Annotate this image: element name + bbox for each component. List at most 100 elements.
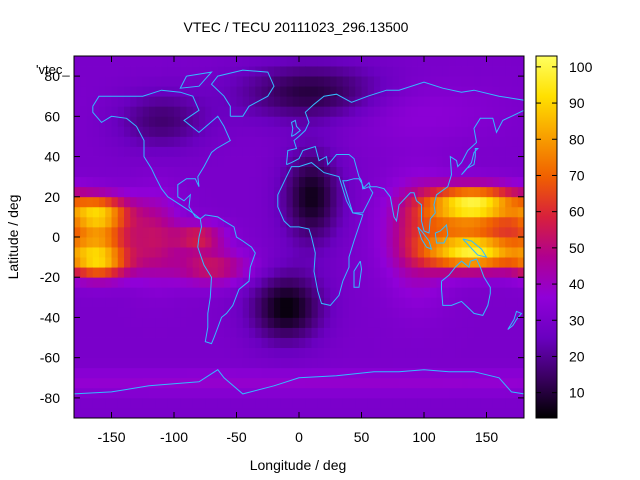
heatmap-cell [124, 317, 131, 328]
heatmap-cell [199, 297, 206, 308]
heatmap-cell [99, 257, 106, 268]
heatmap-cell [499, 387, 506, 399]
heatmap-cell [142, 176, 150, 188]
heatmap-cell [305, 226, 312, 238]
heatmap-cell [299, 126, 306, 137]
heatmap-cell [317, 106, 325, 117]
heatmap-cell [480, 387, 487, 399]
heatmap-cell [436, 267, 444, 278]
heatmap-cell [361, 287, 369, 298]
heatmap-cell [199, 96, 206, 107]
heatmap-cell [124, 297, 131, 308]
heatmap-cell [155, 186, 162, 198]
heatmap-cell [349, 297, 356, 308]
heatmap-cell [399, 347, 406, 359]
heatmap-cell [99, 76, 106, 87]
heatmap-cell [467, 407, 475, 419]
heatmap-cell [261, 327, 269, 338]
heatmap-cell [267, 277, 275, 288]
heatmap-cell [242, 86, 250, 97]
heatmap-cell [511, 287, 519, 298]
heatmap-cell [249, 267, 256, 278]
heatmap-cell [380, 106, 387, 117]
heatmap-cell [455, 126, 462, 137]
heatmap-cell [380, 216, 387, 228]
heatmap-cell [449, 327, 456, 338]
heatmap-cell [111, 287, 119, 298]
heatmap-cell [149, 387, 156, 399]
heatmap-cell [92, 76, 100, 87]
heatmap-cell [111, 317, 119, 328]
heatmap-cell [80, 267, 87, 278]
heatmap-cell [330, 307, 337, 318]
heatmap-cell [336, 267, 344, 278]
heatmap-cell [330, 166, 337, 178]
heatmap-cell [180, 327, 187, 338]
heatmap-cell [424, 357, 431, 369]
heatmap-cell [430, 337, 437, 349]
heatmap-cell [86, 267, 94, 278]
heatmap-cell [117, 407, 125, 419]
heatmap-cell [305, 196, 312, 208]
heatmap-cell [292, 226, 300, 238]
heatmap-cell [174, 76, 181, 87]
heatmap-cell [230, 136, 237, 147]
heatmap-cell [355, 277, 362, 288]
heatmap-cell [442, 407, 450, 419]
heatmap-cell [299, 277, 306, 288]
heatmap-cell [455, 407, 462, 419]
heatmap-cell [249, 367, 256, 379]
heatmap-cell [299, 166, 306, 178]
heatmap-cell [99, 357, 106, 369]
heatmap-cell [461, 407, 469, 419]
heatmap-cell [130, 106, 137, 117]
heatmap-cell [211, 397, 219, 409]
heatmap-cell [142, 327, 150, 338]
heatmap-cell [505, 126, 512, 137]
heatmap-cell [111, 206, 119, 218]
heatmap-cell [292, 387, 300, 399]
heatmap-cell [286, 267, 294, 278]
heatmap-cell [99, 307, 106, 318]
heatmap-cell [455, 196, 462, 208]
heatmap-cell [374, 267, 381, 278]
heatmap-cell [174, 176, 181, 188]
heatmap-cell [486, 126, 494, 137]
heatmap-cell [242, 287, 250, 298]
heatmap-cell [205, 317, 212, 328]
heatmap-cell [355, 337, 362, 349]
heatmap-cell [236, 186, 244, 198]
heatmap-cell [305, 257, 312, 268]
heatmap-cell [255, 247, 262, 258]
heatmap-cell [299, 196, 306, 208]
heatmap-cell [492, 96, 500, 107]
heatmap-cell [192, 106, 200, 117]
heatmap-cell [211, 126, 219, 137]
heatmap-cell [174, 226, 181, 238]
heatmap-cell [186, 116, 194, 127]
heatmap-cell [242, 116, 250, 127]
heatmap-cell [474, 66, 481, 77]
heatmap-cell [117, 206, 125, 218]
heatmap-cell [230, 76, 237, 87]
heatmap-cell [486, 267, 494, 278]
colorbar-tick-label: 90 [569, 95, 585, 111]
heatmap-cell [117, 357, 125, 369]
heatmap-cell [430, 397, 437, 409]
heatmap-cell [224, 297, 231, 308]
heatmap-cell [267, 267, 275, 278]
heatmap-cell [511, 407, 519, 419]
heatmap-cell [267, 56, 275, 67]
heatmap-cell [399, 176, 406, 188]
heatmap-cell [255, 257, 262, 268]
heatmap-cell [211, 176, 219, 188]
heatmap-cell [505, 86, 512, 97]
heatmap-cell [199, 176, 206, 188]
heatmap-cell [161, 277, 169, 288]
heatmap-cell [355, 66, 362, 77]
heatmap-cell [261, 156, 269, 168]
heatmap-cell [167, 337, 175, 349]
heatmap-cell [317, 116, 325, 127]
heatmap-cell [292, 407, 300, 419]
heatmap-cell [455, 357, 462, 369]
